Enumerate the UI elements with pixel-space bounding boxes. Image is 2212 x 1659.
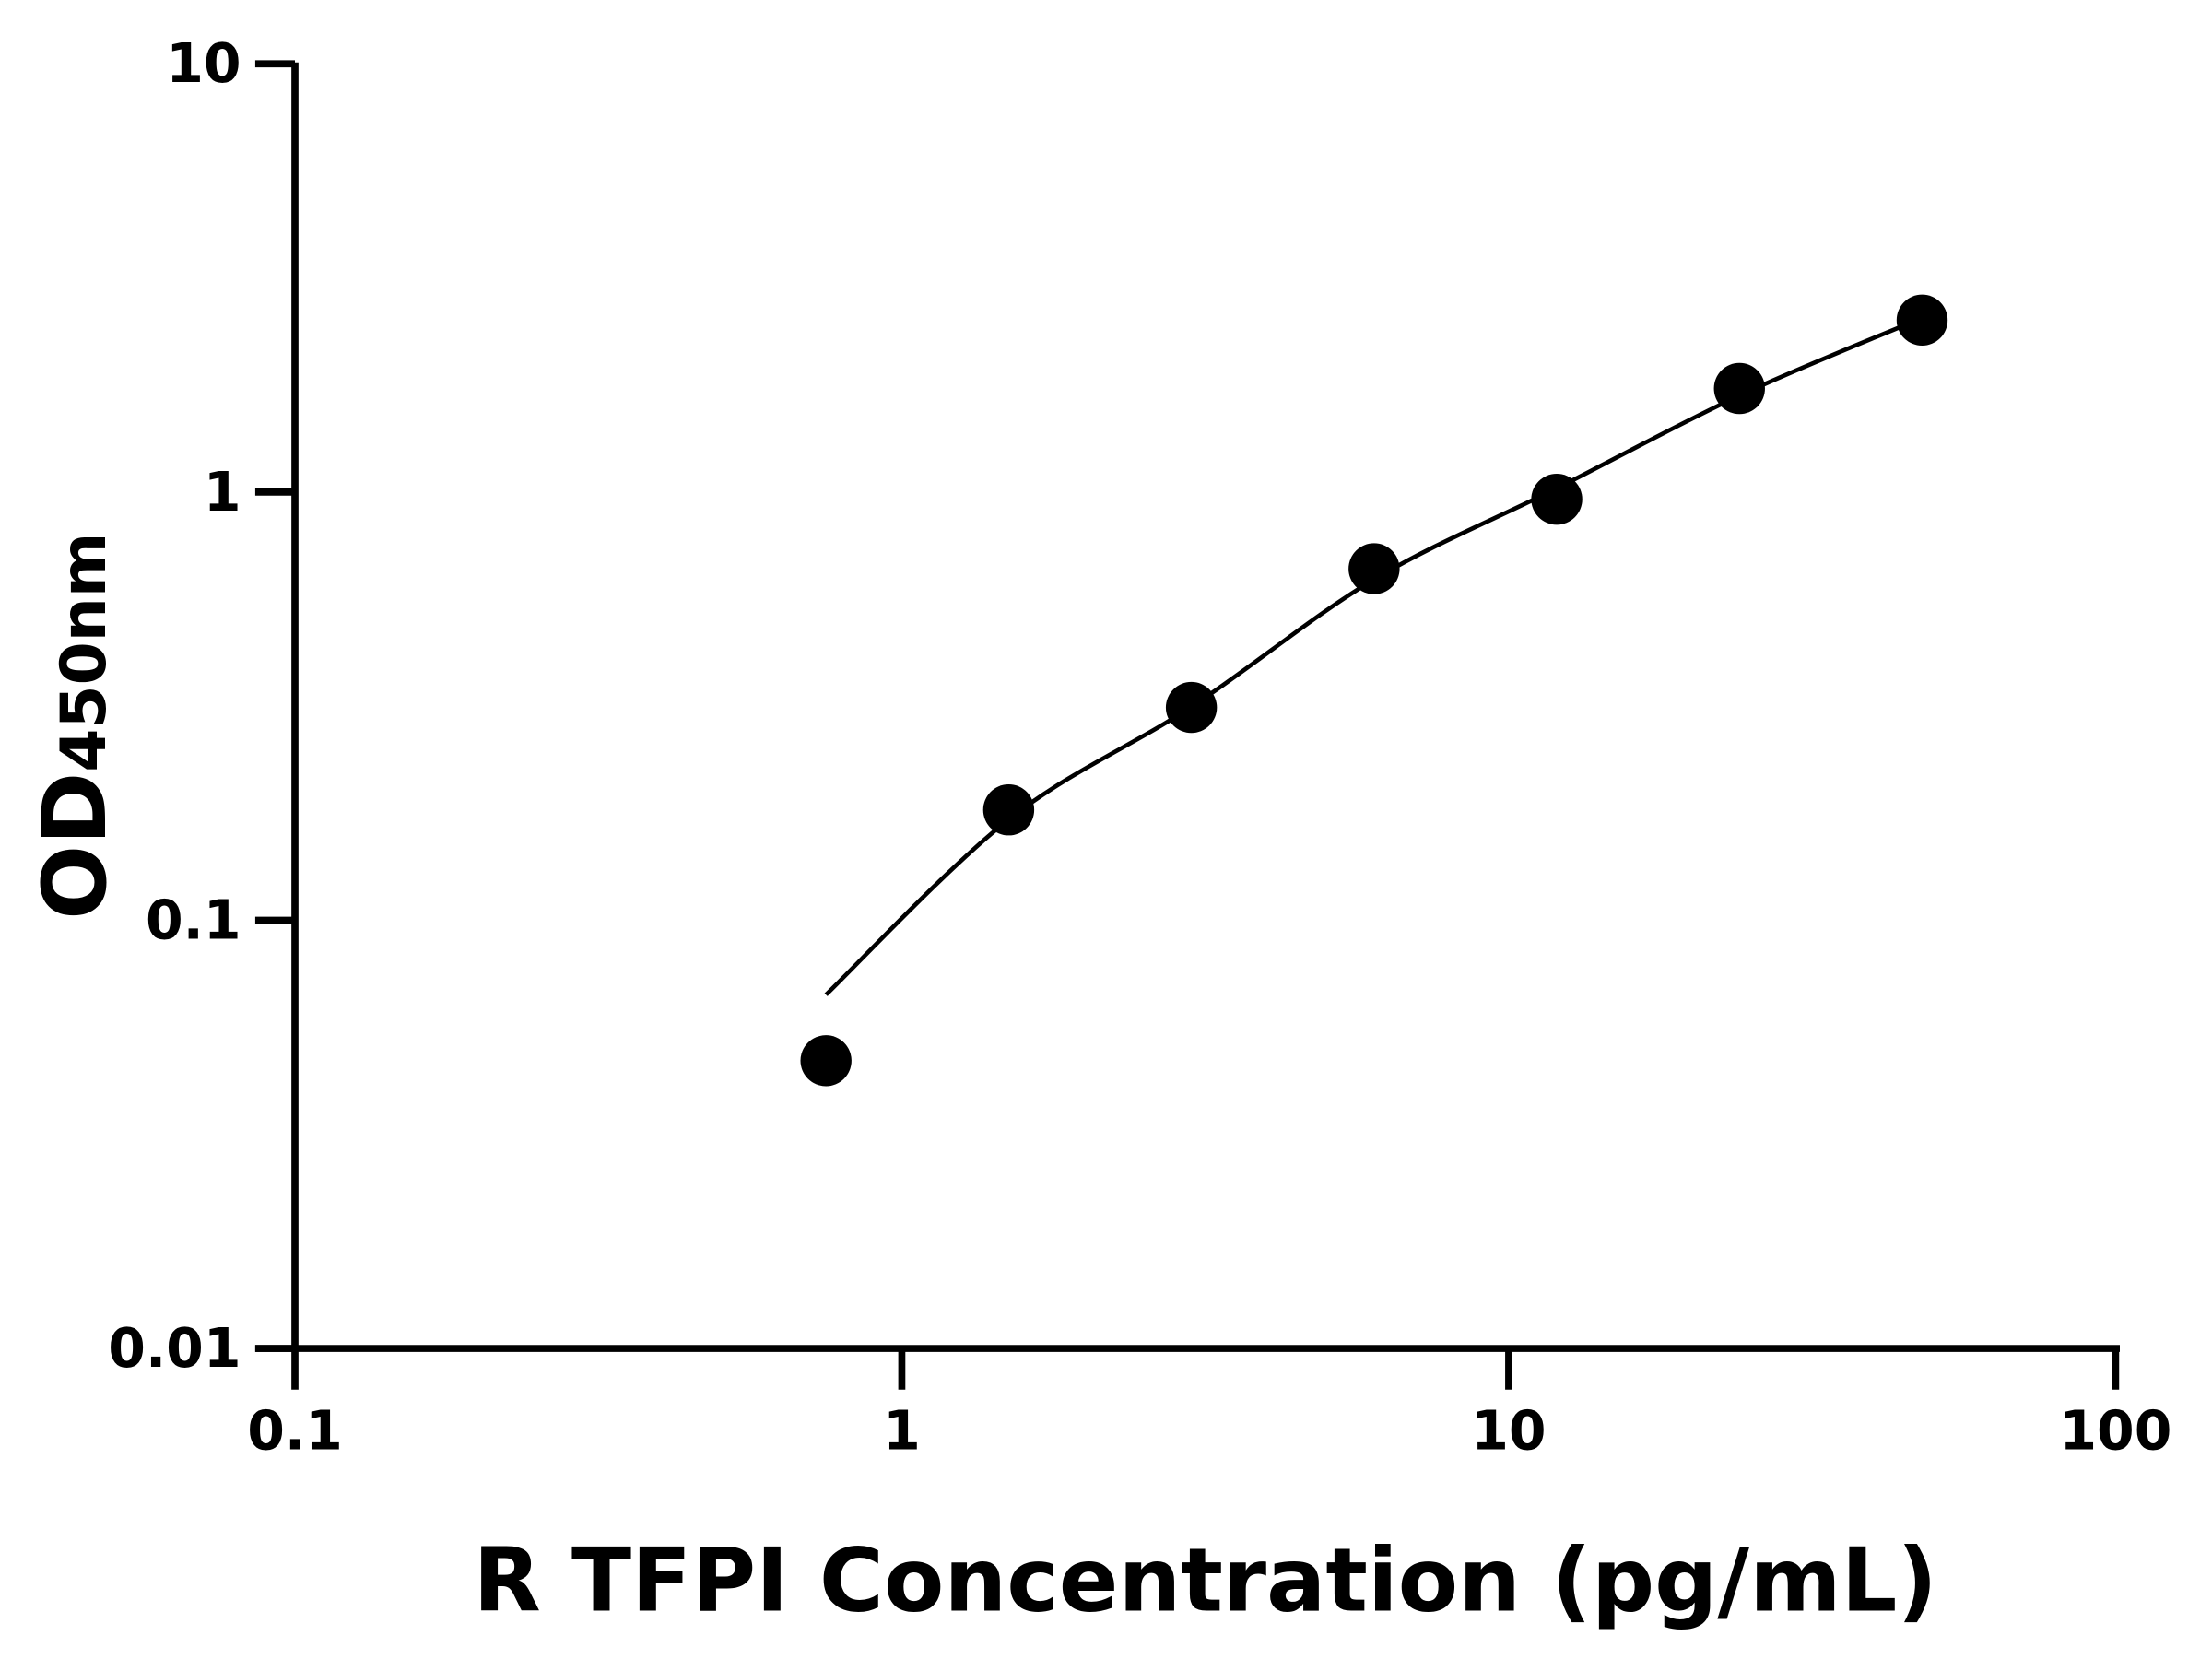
data-point [1713, 362, 1765, 415]
data-point [982, 784, 1035, 836]
y-axis-label-main: OD [24, 772, 126, 920]
data-point [1165, 681, 1218, 734]
x-tick-label: 100 [2059, 1399, 2171, 1462]
y-tick-label: 10 [166, 32, 241, 95]
x-axis-label: R TFPI Concentration (pg/mL) [473, 1530, 1937, 1632]
data-point [1896, 294, 1948, 347]
y-tick-label: 0.1 [146, 888, 241, 951]
x-tick-label: 0.1 [247, 1399, 343, 1462]
x-tick-label: 1 [883, 1399, 921, 1462]
data-point [800, 1035, 852, 1087]
y-axis-label: OD450nm [24, 533, 126, 920]
y-axis-label-sub: 450nm [47, 533, 120, 772]
fit-curve [824, 315, 1924, 996]
data-point [1531, 473, 1583, 525]
y-tick-label: 0.01 [108, 1317, 241, 1380]
y-tick-label: 1 [204, 461, 241, 524]
data-point [1348, 543, 1400, 594]
x-tick-label: 10 [1471, 1399, 1546, 1462]
